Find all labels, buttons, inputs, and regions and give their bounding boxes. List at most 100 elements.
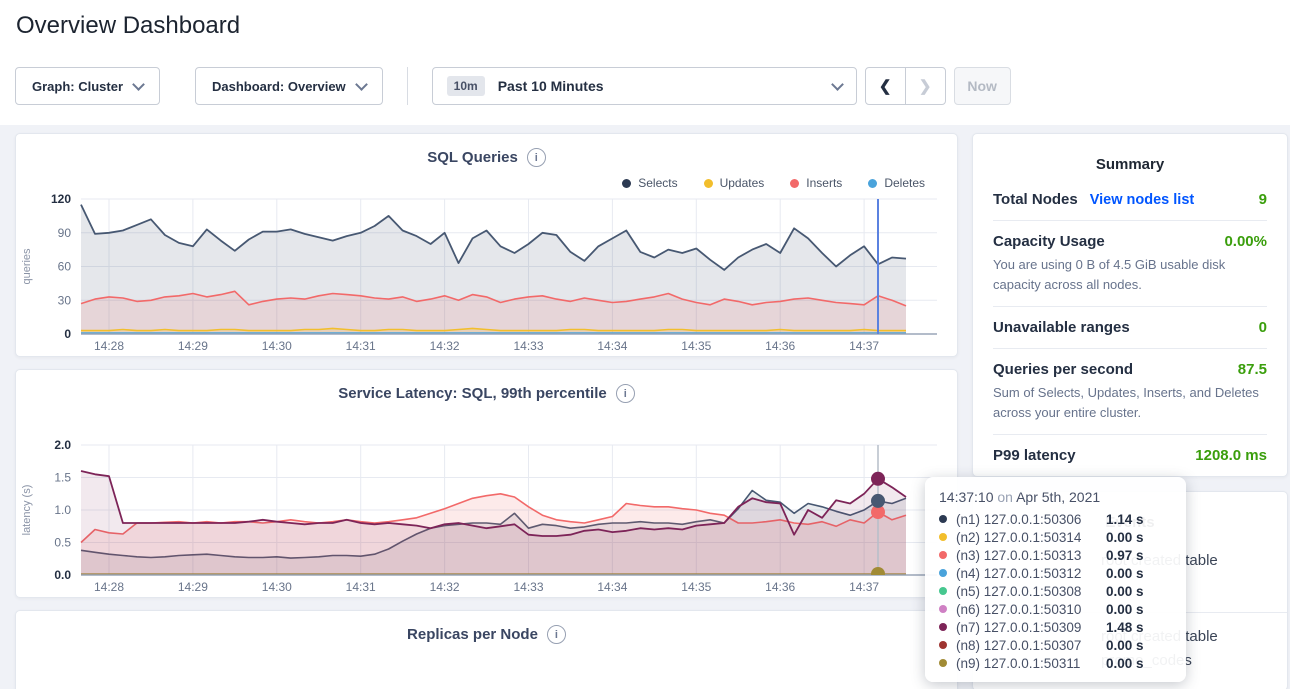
tooltip-value: 0.00 s (1106, 656, 1144, 671)
summary-value: 0 (1259, 319, 1267, 336)
summary-label: Queries per second (993, 361, 1133, 378)
svg-text:14:33: 14:33 (513, 580, 543, 594)
summary-row-unavailable-ranges: Unavailable ranges 0 (993, 306, 1267, 348)
tooltip-row: (n6) 127.0.0.1:503100.00 s (939, 600, 1172, 618)
tooltip-row: (n8) 127.0.0.1:503070.00 s (939, 636, 1172, 654)
tooltip-value: 0.00 s (1106, 638, 1144, 653)
legend-dot-icon (790, 179, 799, 188)
chart-hover-tooltip: 14:37:10 on Apr 5th, 2021 (n1) 127.0.0.1… (925, 477, 1186, 682)
svg-text:14:37: 14:37 (849, 339, 879, 353)
svg-text:queries: queries (21, 248, 33, 285)
svg-text:14:36: 14:36 (765, 339, 795, 353)
series-dot-icon (939, 659, 947, 667)
legend-item-selects[interactable]: Selects (622, 175, 677, 191)
legend-dot-icon (704, 179, 713, 188)
summary-row-total-nodes: Total Nodes View nodes list 9 (993, 179, 1267, 220)
legend-item-updates[interactable]: Updates (704, 175, 765, 191)
dashboard-dropdown-label: Dashboard: Overview (212, 79, 346, 94)
series-dot-icon (939, 587, 947, 595)
next-time-button[interactable]: ❯ (905, 67, 946, 105)
dashboard-dropdown[interactable]: Dashboard: Overview (195, 67, 383, 105)
summary-label: Total Nodes (993, 191, 1078, 208)
svg-text:14:32: 14:32 (430, 339, 460, 353)
time-range-label: Past 10 Minutes (498, 78, 604, 94)
tooltip-date: Apr 5th, 2021 (1016, 489, 1100, 505)
svg-text:14:31: 14:31 (346, 580, 376, 594)
series-dot-icon (939, 641, 947, 649)
svg-text:14:31: 14:31 (346, 339, 376, 353)
tooltip-node: (n4) 127.0.0.1:50312 (956, 566, 1106, 581)
series-dot-icon (939, 515, 947, 523)
svg-text:14:29: 14:29 (178, 580, 208, 594)
chevron-left-icon: ❮ (879, 77, 892, 95)
view-nodes-list-link[interactable]: View nodes list (1090, 192, 1195, 208)
svg-text:120: 120 (51, 192, 71, 206)
service-latency-chart[interactable]: 0.00.51.01.52.014:2814:2914:3014:3114:32… (16, 437, 957, 597)
legend-label: Selects (638, 176, 677, 190)
tooltip-node: (n8) 127.0.0.1:50307 (956, 638, 1106, 653)
replicas-per-node-card: Replicas per Node i (15, 610, 958, 689)
svg-text:14:29: 14:29 (178, 339, 208, 353)
info-icon[interactable]: i (527, 148, 546, 167)
time-range-picker[interactable]: 10m Past 10 Minutes (432, 67, 857, 105)
info-icon[interactable]: i (547, 625, 566, 644)
tooltip-row: (n1) 127.0.0.1:503061.14 s (939, 510, 1172, 528)
summary-value: 1208.0 ms (1195, 447, 1267, 464)
series-dot-icon (939, 605, 947, 613)
svg-text:60: 60 (58, 260, 72, 274)
page-title: Overview Dashboard (16, 12, 240, 40)
spacer (16, 403, 957, 437)
chart-title: Service Latency: SQL, 99th percentile (338, 385, 606, 402)
series-dot-icon (939, 569, 947, 577)
svg-text:14:34: 14:34 (597, 580, 627, 594)
chevron-down-icon (355, 78, 368, 91)
sql-queries-svg: 030609012014:2814:2914:3014:3114:3214:33… (16, 191, 957, 356)
tooltip-value: 0.00 s (1106, 530, 1144, 545)
graph-dropdown-label: Graph: Cluster (32, 79, 123, 94)
overview-dashboard-page: Overview Dashboard Graph: Cluster Dashbo… (0, 0, 1290, 689)
tooltip-node: (n5) 127.0.0.1:50308 (956, 584, 1106, 599)
chart-title: SQL Queries (427, 149, 518, 166)
legend-label: Deletes (884, 176, 925, 190)
tooltip-value: 1.14 s (1106, 512, 1144, 527)
legend-dot-icon (622, 179, 631, 188)
svg-text:1.0: 1.0 (54, 503, 71, 517)
chevron-down-icon (831, 78, 844, 91)
tooltip-row: (n7) 127.0.0.1:503091.48 s (939, 618, 1172, 636)
svg-text:14:33: 14:33 (513, 339, 543, 353)
tooltip-node: (n9) 127.0.0.1:50311 (956, 656, 1106, 671)
svg-text:30: 30 (58, 293, 72, 307)
summary-label: P99 latency (993, 447, 1076, 464)
prev-time-button[interactable]: ❮ (865, 67, 906, 105)
summary-row-qps: Queries per second 87.5 Sum of Selects, … (993, 348, 1267, 434)
tooltip-value: 0.00 s (1106, 602, 1144, 617)
summary-row-p99-latency: P99 latency 1208.0 ms (993, 434, 1267, 476)
tooltip-node: (n2) 127.0.0.1:50314 (956, 530, 1106, 545)
chevron-down-icon (132, 78, 145, 91)
svg-text:14:36: 14:36 (765, 580, 795, 594)
summary-description: Sum of Selects, Updates, Inserts, and De… (993, 383, 1267, 422)
tooltip-rows: (n1) 127.0.0.1:503061.14 s(n2) 127.0.0.1… (939, 510, 1172, 672)
replicas-title-row: Replicas per Node i (16, 611, 957, 644)
legend-item-deletes[interactable]: Deletes (868, 175, 925, 191)
svg-text:2.0: 2.0 (54, 438, 71, 452)
now-button[interactable]: Now (954, 67, 1011, 105)
legend-item-inserts[interactable]: Inserts (790, 175, 842, 191)
svg-text:0.0: 0.0 (54, 568, 71, 582)
svg-text:14:28: 14:28 (94, 580, 124, 594)
series-dot-icon (939, 551, 947, 559)
sql-queries-chart[interactable]: 030609012014:2814:2914:3014:3114:3214:33… (16, 191, 957, 356)
service-latency-card: Service Latency: SQL, 99th percentile i … (15, 369, 958, 598)
svg-text:latency (s): latency (s) (21, 485, 33, 536)
summary-label: Capacity Usage (993, 233, 1105, 250)
tooltip-on: on (997, 489, 1013, 505)
tooltip-row: (n9) 127.0.0.1:503110.00 s (939, 654, 1172, 672)
graph-dropdown[interactable]: Graph: Cluster (15, 67, 160, 105)
tooltip-row: (n2) 127.0.0.1:503140.00 s (939, 528, 1172, 546)
summary-value: 87.5 (1238, 361, 1267, 378)
service-latency-svg: 0.00.51.01.52.014:2814:2914:3014:3114:32… (16, 437, 957, 597)
info-icon[interactable]: i (616, 384, 635, 403)
tooltip-node: (n3) 127.0.0.1:50313 (956, 548, 1106, 563)
summary-label: Unavailable ranges (993, 319, 1130, 336)
svg-text:1.5: 1.5 (54, 471, 71, 485)
